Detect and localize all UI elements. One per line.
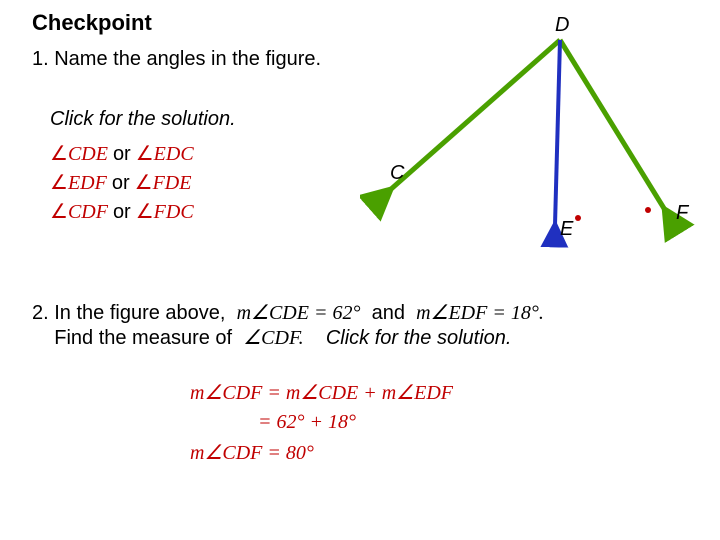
ray-df — [560, 40, 665, 210]
question-1: 1. Name the angles in the figure. — [32, 48, 321, 71]
expr-cde: m∠CDE = 62° — [237, 302, 361, 324]
label-d: D — [555, 14, 569, 37]
expr-cdf: ∠CDF. — [243, 327, 303, 349]
click-solution-2[interactable]: Click for the solution. — [326, 327, 512, 349]
tick-e — [575, 215, 581, 221]
label-c: C — [390, 162, 404, 185]
expr-edf: m∠EDF = 18°. — [416, 302, 544, 324]
solution-1: ∠CDE or ∠EDC ∠EDF or ∠FDE ∠CDF or ∠FDC — [50, 140, 194, 227]
tick-f — [645, 207, 651, 213]
label-f: F — [676, 202, 688, 225]
page-title: Checkpoint — [32, 10, 152, 36]
solution-2: m∠CDF = m∠CDE + m∠EDF = 62° + 18° m∠CDF … — [190, 380, 453, 471]
click-solution-1[interactable]: Click for the solution. — [50, 108, 236, 131]
ray-dc — [390, 40, 560, 190]
question-2: 2. In the figure above, m∠CDE = 62° and … — [32, 300, 692, 350]
angle-figure: D C E F — [360, 20, 700, 250]
ray-de — [555, 40, 560, 225]
label-e: E — [560, 218, 573, 241]
